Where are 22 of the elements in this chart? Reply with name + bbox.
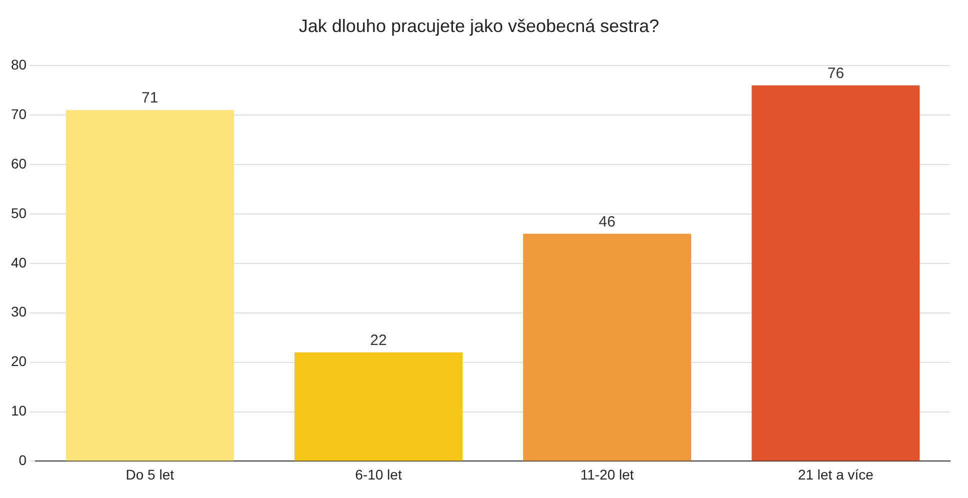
data-label: 46 — [598, 213, 616, 230]
bar — [523, 234, 692, 461]
chart-title: Jak dlouho pracujete jako všeobecná sestra? — [298, 16, 660, 36]
x-tick-label: 21 let a více — [798, 466, 874, 482]
data-label: 22 — [370, 332, 387, 350]
bar — [294, 352, 462, 461]
data-label: 71 — [142, 90, 158, 107]
x-tick-label: Do 5 let — [126, 466, 174, 482]
x-tick-label: 11-20 let — [580, 466, 634, 482]
y-tick-label: 10 — [10, 402, 27, 419]
y-tick-label: 40 — [10, 254, 27, 270]
y-tick-label: 0 — [18, 452, 27, 468]
x-tick-label: 6-10 let — [355, 466, 402, 482]
y-tick-label: 20 — [10, 353, 27, 370]
y-tick-label: 30 — [10, 304, 27, 320]
bar — [752, 85, 920, 461]
y-tick-label: 80 — [10, 56, 27, 72]
y-tick-label: 70 — [10, 106, 27, 122]
bar — [66, 110, 234, 461]
data-label: 76 — [827, 65, 844, 82]
y-tick-label: 50 — [10, 204, 27, 221]
y-tick-label: 60 — [10, 155, 27, 172]
